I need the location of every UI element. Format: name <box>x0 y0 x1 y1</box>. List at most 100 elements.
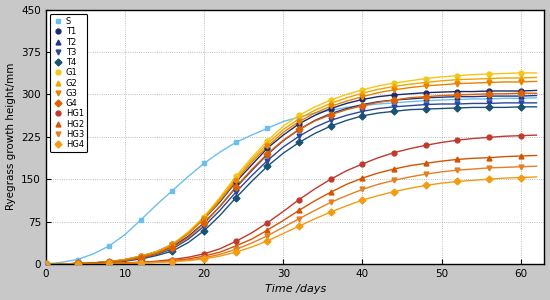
HG2 <box>390 167 397 171</box>
G2 <box>454 78 461 82</box>
T3 <box>296 134 303 138</box>
T4 <box>422 107 429 111</box>
G2 <box>264 142 271 146</box>
HG2 <box>327 190 334 194</box>
G2 <box>422 81 429 84</box>
HG2 <box>233 244 239 248</box>
Line: G2: G2 <box>43 76 523 266</box>
HG1 <box>233 240 239 243</box>
HG1 <box>138 260 144 264</box>
G4 <box>138 256 144 260</box>
T4 <box>138 257 144 261</box>
HG1 <box>327 177 334 181</box>
HG3 <box>486 166 492 170</box>
T4 <box>169 249 176 253</box>
T1 <box>296 122 303 126</box>
T4 <box>518 105 524 109</box>
G4 <box>233 185 239 189</box>
G3 <box>74 262 81 265</box>
HG2 <box>264 228 271 232</box>
T4 <box>296 141 303 144</box>
T1 <box>359 98 366 101</box>
HG3 <box>201 256 207 260</box>
T3 <box>454 102 461 106</box>
HG4 <box>201 257 207 261</box>
T2 <box>201 221 207 224</box>
G1 <box>42 262 49 266</box>
G3 <box>422 84 429 88</box>
HG1 <box>201 252 207 256</box>
G4 <box>359 104 366 107</box>
G3 <box>264 145 271 148</box>
G3 <box>454 82 461 85</box>
T2 <box>327 112 334 116</box>
G4 <box>422 95 429 98</box>
HG3 <box>42 262 49 266</box>
HG4 <box>390 190 397 194</box>
T3 <box>233 190 239 194</box>
G4 <box>201 221 207 225</box>
HG2 <box>74 262 81 266</box>
HG2 <box>486 156 492 160</box>
T2 <box>359 103 366 106</box>
HG4 <box>233 250 239 254</box>
T3 <box>422 103 429 106</box>
HG1 <box>486 136 492 139</box>
HG3 <box>296 217 303 220</box>
G2 <box>296 117 303 121</box>
G2 <box>518 76 524 80</box>
HG2 <box>359 176 366 180</box>
G3 <box>233 179 239 183</box>
T1 <box>422 91 429 94</box>
HG4 <box>518 176 524 179</box>
T1 <box>106 260 112 264</box>
G4 <box>486 92 492 96</box>
G4 <box>327 113 334 116</box>
HG4 <box>454 180 461 183</box>
HG3 <box>74 262 81 266</box>
S <box>233 141 239 144</box>
G1 <box>422 77 429 80</box>
T1 <box>138 254 144 258</box>
S <box>201 162 207 165</box>
G2 <box>138 255 144 259</box>
T4 <box>264 164 271 168</box>
HG1 <box>454 138 461 142</box>
Line: G4: G4 <box>43 91 523 266</box>
G4 <box>169 246 176 249</box>
S <box>42 262 49 266</box>
G4 <box>518 92 524 95</box>
G1 <box>201 215 207 218</box>
T4 <box>327 124 334 128</box>
G4 <box>264 152 271 156</box>
T1 <box>327 107 334 110</box>
Line: T2: T2 <box>43 94 523 266</box>
G2 <box>169 243 176 247</box>
HG2 <box>454 158 461 161</box>
T3 <box>74 262 81 265</box>
T3 <box>264 159 271 162</box>
T1 <box>169 242 176 246</box>
T1 <box>390 93 397 97</box>
T2 <box>106 260 112 264</box>
T2 <box>454 95 461 98</box>
HG3 <box>106 262 112 265</box>
G1 <box>106 260 112 264</box>
G1 <box>327 98 334 102</box>
T1 <box>486 89 492 93</box>
HG2 <box>201 254 207 258</box>
HG1 <box>296 198 303 201</box>
G3 <box>296 120 303 123</box>
HG3 <box>422 172 429 176</box>
HG4 <box>422 184 429 187</box>
G2 <box>359 92 366 95</box>
Line: T4: T4 <box>43 104 523 266</box>
HG4 <box>42 262 49 266</box>
T3 <box>169 247 176 250</box>
G3 <box>201 217 207 220</box>
T1 <box>74 262 81 265</box>
T4 <box>233 196 239 200</box>
T3 <box>486 102 492 105</box>
Line: HG4: HG4 <box>43 175 523 266</box>
T3 <box>201 224 207 228</box>
